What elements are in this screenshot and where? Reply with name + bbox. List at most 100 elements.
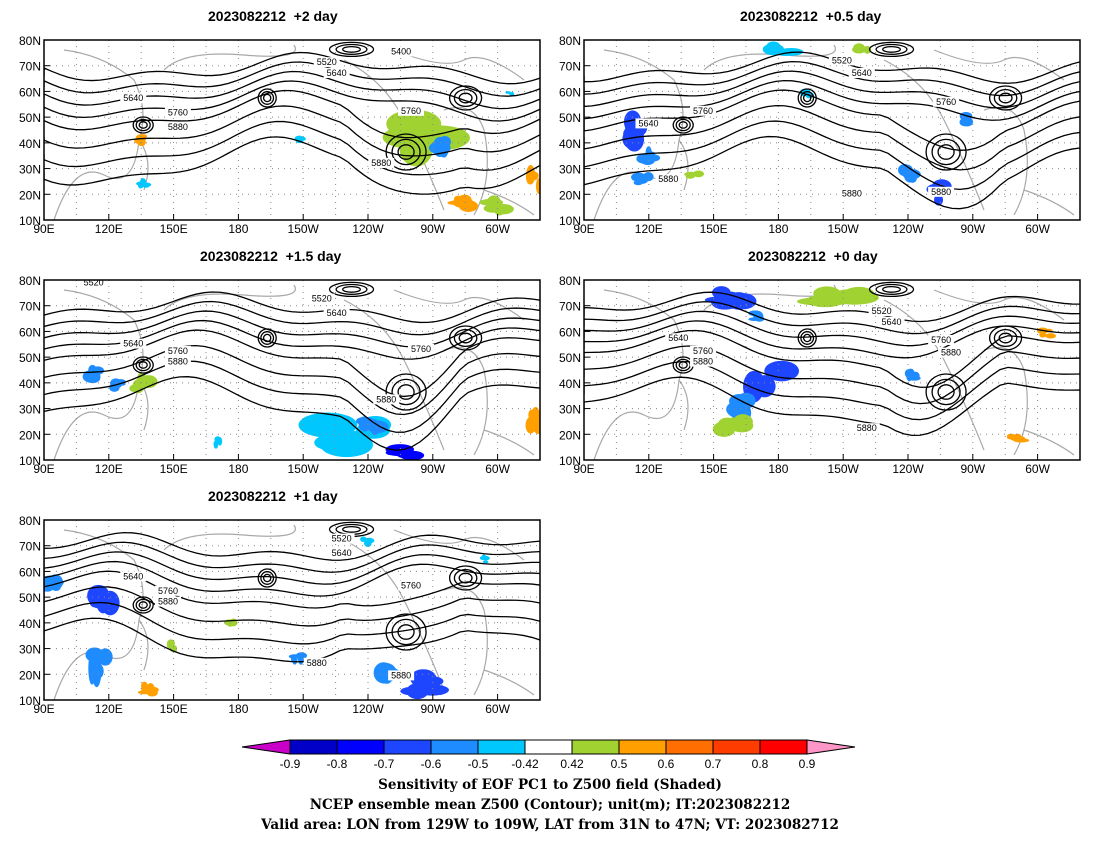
height-contour: [44, 376, 540, 451]
contour-label: 5760: [168, 108, 188, 118]
lat-label: 10N: [19, 214, 41, 228]
lon-label: 180: [228, 702, 248, 716]
lat-label: 20N: [19, 188, 41, 202]
lon-label: 120E: [95, 702, 123, 716]
height-contour: [44, 360, 540, 433]
coastline: [443, 106, 488, 216]
contour-label: 5760: [931, 335, 951, 345]
sensitivity-shading: [643, 171, 654, 182]
coastline: [343, 299, 445, 451]
height-contour-closed: [262, 93, 272, 103]
height-contour: [584, 120, 1080, 191]
height-contour: [584, 310, 1080, 347]
colorbar-label: -0.7: [374, 757, 395, 771]
sensitivity-shading: [836, 289, 858, 298]
lon-label: 150E: [700, 462, 728, 476]
height-contour: [584, 376, 1080, 436]
height-contour: [584, 291, 1080, 323]
sensitivity-shading: [88, 364, 97, 376]
contour-label: 5760: [693, 106, 713, 116]
lat-label: 20N: [19, 668, 41, 682]
lat-label: 20N: [559, 188, 581, 202]
contour-label-bg: [120, 338, 147, 349]
lon-label: 60W: [1025, 462, 1050, 476]
height-contour: [44, 70, 540, 110]
map-panel-4: 5520564056405760588057605880588080N70N60…: [559, 274, 1081, 476]
lat-label: 80N: [19, 514, 41, 528]
lat-label: 10N: [19, 694, 41, 708]
contour-label: 5760: [158, 586, 178, 596]
contour-label: 5520: [317, 57, 337, 67]
height-contour: [584, 361, 1080, 421]
sensitivity-shading: [481, 555, 490, 561]
lon-label: 120W: [352, 462, 384, 476]
sensitivity-shading: [410, 669, 437, 688]
contour-label-bg: [80, 280, 107, 288]
sensitivity-shading: [1006, 433, 1016, 439]
height-contour-closed: [675, 118, 691, 132]
contour-label: 5520: [332, 534, 352, 544]
height-contour: [44, 291, 540, 324]
height-contour-closed: [257, 568, 277, 588]
height-contour: [584, 104, 1080, 171]
sensitivity-shading: [166, 642, 174, 649]
height-contour: [584, 60, 1080, 97]
panel-title-p3: 2023082212 +1.5 day: [200, 248, 342, 264]
lon-label: 120W: [352, 222, 384, 236]
sensitivity-shading: [965, 117, 973, 124]
sensitivity-shading: [526, 165, 536, 185]
lon-label: 150W: [288, 462, 320, 476]
colorbar: -0.9 -0.8 -0.7 -0.6 -0.5 -0.42 0.42 0.5 0.6 0.7 0.…: [241, 739, 856, 771]
colorbar-box: [430, 739, 479, 755]
contour-label: 5880: [371, 158, 391, 168]
colorbar-label: 0.42: [560, 757, 584, 771]
lat-label: 40N: [559, 377, 581, 391]
contour-label-bg: [164, 122, 191, 132]
sensitivity-shading: [137, 690, 150, 695]
height-contour: [44, 89, 540, 139]
lat-label: 50N: [19, 111, 41, 125]
contour-label: 5520: [832, 55, 852, 65]
lon-label: 120E: [635, 222, 663, 236]
colorbar-box: [524, 739, 573, 755]
sensitivity-shading: [492, 203, 514, 215]
height-contour-closed: [135, 358, 151, 372]
lat-label: 80N: [19, 274, 41, 288]
sensitivity-shading: [213, 441, 219, 449]
sensitivity-shading: [90, 598, 116, 609]
lon-label: 90E: [33, 462, 54, 476]
height-contour: [44, 617, 540, 663]
contour-label: 5760: [936, 97, 956, 107]
panel-title-p2: 2023082212 +0.5 day: [740, 8, 882, 24]
lat-label: 30N: [19, 163, 41, 177]
height-contour-closed: [988, 85, 1023, 111]
colorbar-box: [571, 739, 620, 755]
sensitivity-shading: [366, 537, 372, 542]
contour-label: 5880: [168, 122, 188, 132]
contour-label-bg: [407, 344, 434, 354]
caption-line-2: NCEP ensemble mean Z500 (Contour); unit(…: [309, 797, 791, 813]
height-contour: [44, 541, 540, 573]
height-contour: [44, 319, 540, 360]
height-contour: [44, 61, 540, 97]
height-contour-closed: [993, 328, 1018, 348]
height-contour-closed: [678, 361, 688, 369]
sensitivity-shading: [342, 430, 368, 448]
lon-label: 60W: [485, 222, 510, 236]
lon-label: 120W: [892, 222, 924, 236]
lat-label: 60N: [559, 325, 581, 339]
height-contour-closed: [135, 598, 151, 612]
lat-label: 10N: [19, 454, 41, 468]
coastline: [483, 429, 535, 456]
height-contour-closed: [998, 332, 1013, 344]
height-contour-closed: [882, 45, 901, 53]
lat-label: 80N: [559, 274, 581, 288]
map-frame: [43, 519, 541, 701]
sensitivity-shading: [686, 171, 696, 177]
contour-label: 5640: [882, 317, 902, 327]
lon-label: 120E: [95, 462, 123, 476]
